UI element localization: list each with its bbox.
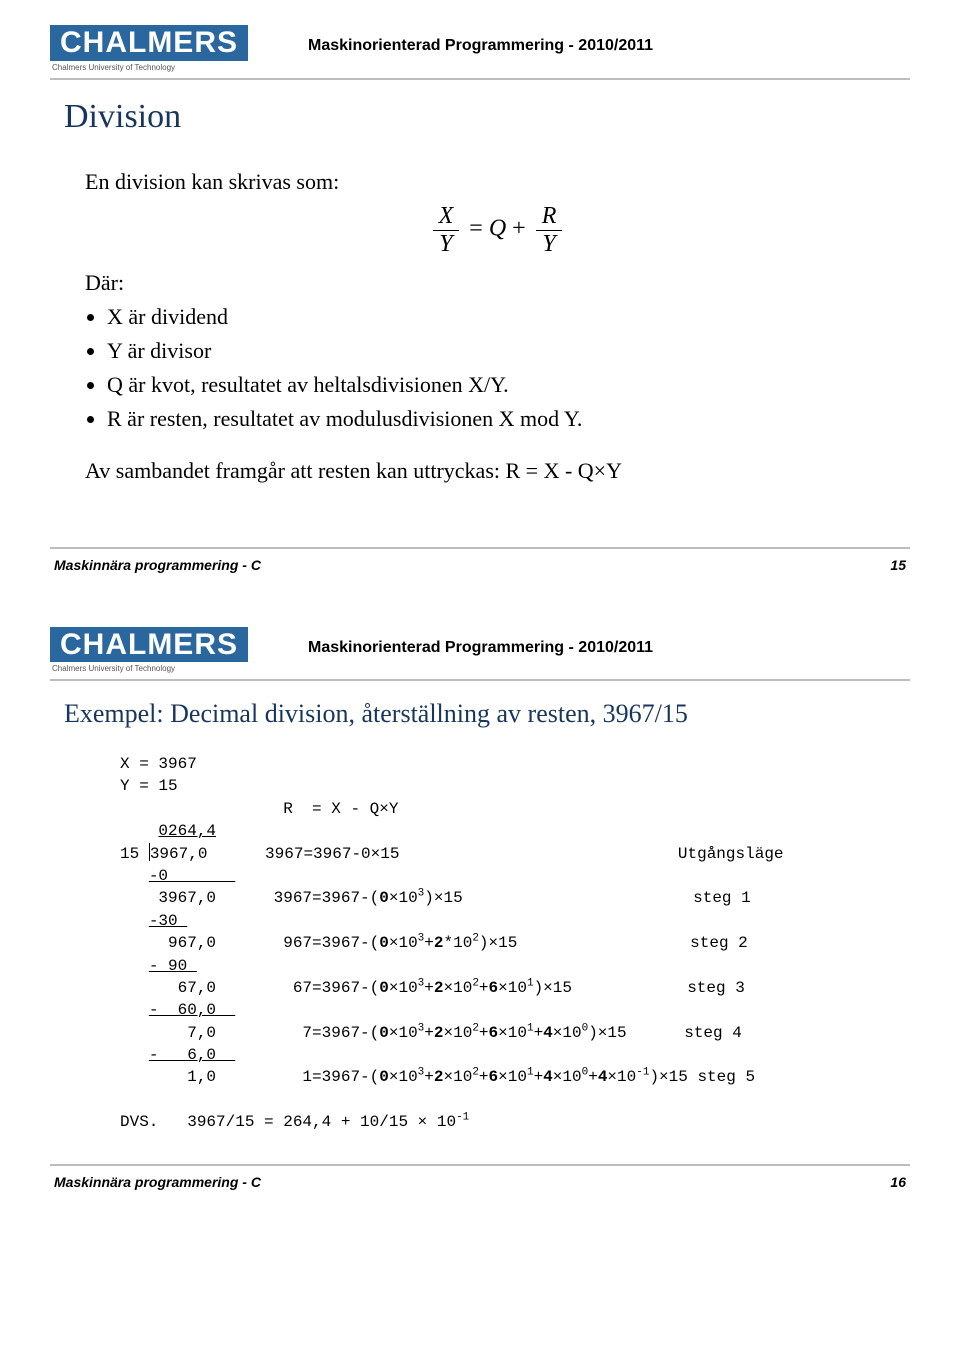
dar-label: Där:	[85, 267, 910, 299]
x-line: X = 3967	[120, 755, 197, 773]
slide-footer: Maskinnära programmering - C 15	[50, 557, 910, 577]
long-division-block: X = 3967 Y = 15 R = X - Q×Y 0264,4 15 39…	[120, 753, 910, 1134]
slide1-body: En division kan skrivas som: X Y = Q + R…	[85, 166, 910, 487]
frac-rhs-den: Y	[536, 231, 563, 257]
frac-rhs: R Y	[536, 203, 563, 257]
closing-line: Av sambandet framgår att resten kan uttr…	[85, 455, 910, 487]
bullet-item: R är resten, resultatet av modulusdivisi…	[107, 403, 910, 435]
logo-subtitle: Chalmers University of Technology	[50, 664, 248, 673]
frac-lhs-den: Y	[433, 231, 460, 257]
logo-subtitle: Chalmers University of Technology	[50, 63, 248, 72]
slide-header: CHALMERS Chalmers University of Technolo…	[50, 627, 910, 674]
slide-header: CHALMERS Chalmers University of Technolo…	[50, 25, 910, 72]
footer-left: Maskinnära programmering - C	[54, 1174, 261, 1190]
frac-rhs-num: R	[536, 203, 563, 230]
bullet-item: X är dividend	[107, 301, 910, 333]
course-title: Maskinorienterad Programmering - 2010/20…	[248, 25, 910, 55]
course-title: Maskinorienterad Programmering - 2010/20…	[248, 627, 910, 657]
formula-q: Q	[489, 216, 506, 242]
intro-line: En division kan skrivas som:	[85, 166, 910, 198]
slide-1: CHALMERS Chalmers University of Technolo…	[0, 0, 960, 602]
frac-lhs: X Y	[433, 203, 460, 257]
logo-text: CHALMERS	[50, 25, 248, 61]
division-formula: X Y = Q + R Y	[85, 203, 910, 257]
slide-2: CHALMERS Chalmers University of Technolo…	[0, 602, 960, 1219]
divisor: 15	[120, 845, 139, 863]
y-line: Y = 15	[120, 777, 178, 795]
header-rule	[50, 78, 910, 80]
logo: CHALMERS Chalmers University of Technolo…	[50, 25, 248, 72]
footer-left: Maskinnära programmering - C	[54, 557, 261, 573]
slide-title: Division	[64, 98, 910, 136]
bullets: X är dividend Y är divisor Q är kvot, re…	[107, 301, 910, 435]
bullet-item: Y är divisor	[107, 335, 910, 367]
slide-title: Exempel: Decimal division, återställning…	[64, 699, 910, 729]
formula-eq: =	[469, 216, 483, 242]
logo: CHALMERS Chalmers University of Technolo…	[50, 627, 248, 674]
r-line: R = X - Q×Y	[283, 800, 398, 818]
footer-rule	[50, 1164, 910, 1166]
header-rule	[50, 679, 910, 681]
footer-page: 16	[890, 1174, 906, 1190]
slide-footer: Maskinnära programmering - C 16	[50, 1174, 910, 1194]
footer-page: 15	[890, 557, 906, 573]
formula-plus: +	[512, 216, 526, 242]
logo-text: CHALMERS	[50, 627, 248, 663]
bullet-item: Q är kvot, resultatet av heltalsdivision…	[107, 369, 910, 401]
quotient: 0264,4	[158, 822, 216, 840]
dividend: 3967,0	[150, 845, 208, 863]
footer-rule	[50, 547, 910, 549]
frac-lhs-num: X	[433, 203, 460, 230]
